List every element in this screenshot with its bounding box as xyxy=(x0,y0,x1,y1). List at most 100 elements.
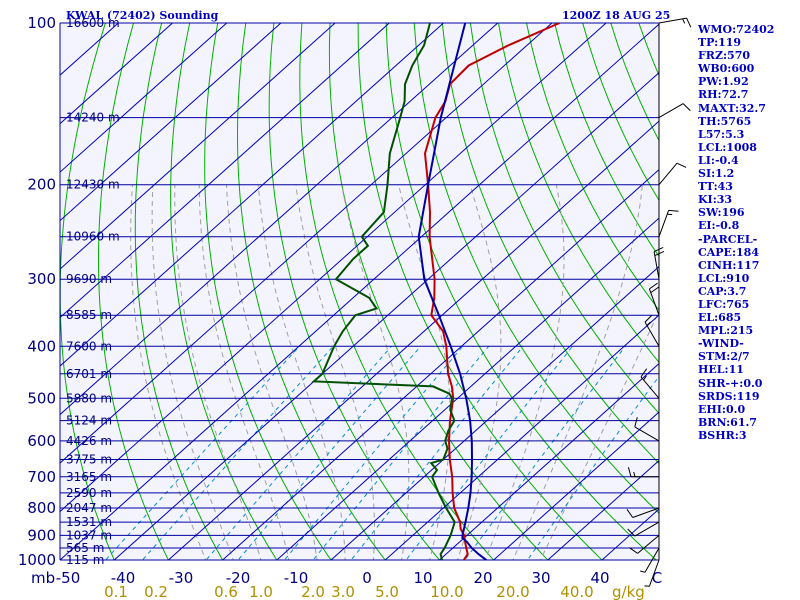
wind-barb-flag xyxy=(646,321,651,326)
mixing-ratio-label: 10.0 xyxy=(430,583,463,600)
pressure-tick-label: 300 xyxy=(27,270,56,288)
temperature-tick-label: 40 xyxy=(590,569,609,587)
moist-adiabat xyxy=(226,184,318,560)
index-item: BRN:61.7 xyxy=(698,415,757,429)
mixing-ratio-label: 0.6 xyxy=(214,583,238,600)
wind-barbs xyxy=(626,17,692,587)
temperature-tick-label: -10 xyxy=(284,569,309,587)
moist-adiabat xyxy=(174,184,262,560)
height-label: 3165 m xyxy=(66,470,112,484)
wind-barb-staff xyxy=(648,559,660,587)
wind-barb-staff xyxy=(634,521,660,537)
moist-adiabat xyxy=(398,184,451,560)
wind-barb-flag xyxy=(634,417,638,428)
wind-barb-flag xyxy=(640,570,646,573)
wind-barb-flag xyxy=(643,375,647,381)
mixing-ratio-line xyxy=(312,345,490,560)
wind-barb-staff xyxy=(644,321,660,347)
station-title: KWAL (72402) Sounding xyxy=(66,9,219,22)
index-item: PW:1.92 xyxy=(698,75,749,89)
wind-barb xyxy=(640,547,660,573)
index-item: LFC:765 xyxy=(698,297,750,311)
height-label: 7600 m xyxy=(66,339,112,353)
pressure-tick-label: 700 xyxy=(27,468,56,486)
wind-barb xyxy=(658,209,679,237)
sounding-traces xyxy=(311,23,560,560)
index-item: SW:196 xyxy=(698,206,745,220)
height-label: 16600 m xyxy=(66,16,120,30)
moist-adiabat xyxy=(484,184,565,560)
index-item: KI:33 xyxy=(698,193,733,207)
index-item: FRZ:570 xyxy=(698,49,751,63)
height-label: 2590 m xyxy=(66,486,112,500)
wind-barb-flag xyxy=(649,282,658,290)
wind-barb-flag xyxy=(650,286,660,294)
wind-barb xyxy=(627,521,660,537)
wind-barb xyxy=(626,507,660,518)
index-item: BSHR:3 xyxy=(698,428,747,442)
height-label: 3775 m xyxy=(66,453,112,467)
wind-barb-flag xyxy=(676,162,687,168)
mixing-ratio-line xyxy=(526,375,659,560)
moist-adiabat xyxy=(539,309,659,560)
pressure-unit-label: mb xyxy=(31,569,55,587)
mixing-ratio-label: 40.0 xyxy=(560,583,593,600)
temperature-tick-label: 30 xyxy=(531,569,550,587)
wind-barb-flag xyxy=(644,314,653,323)
isotherm-line xyxy=(60,23,228,173)
wind-barb-flag xyxy=(667,213,673,216)
index-item: L57:5.3 xyxy=(698,127,745,141)
pressure-tick-label: 800 xyxy=(27,499,56,517)
temperature-tick-label: C xyxy=(652,569,662,587)
height-label: 5124 m xyxy=(66,414,112,428)
mixing-ratio-label: 0.2 xyxy=(144,583,168,600)
height-label: 1531 m xyxy=(66,515,112,529)
wind-barb xyxy=(644,559,660,587)
wind-barb-flag xyxy=(682,103,691,111)
isotherm-line xyxy=(276,217,659,560)
wind-barb-staff xyxy=(644,547,660,573)
height-label: 2047 m xyxy=(66,501,112,515)
height-label: 14240 m xyxy=(66,111,120,125)
isotherm-line xyxy=(330,265,659,560)
wind-barb xyxy=(627,467,659,478)
index-item: EI:-0.8 xyxy=(698,219,740,233)
temperature-tick-label: 20 xyxy=(473,569,492,587)
index-item: RH:72.7 xyxy=(698,88,749,102)
temperature-tick-label: 10 xyxy=(413,569,432,587)
index-item: MAXT:32.7 xyxy=(698,101,766,115)
height-label: 1037 m xyxy=(66,528,112,542)
index-item: TP:119 xyxy=(698,36,742,50)
index-item: SHR-+:0.0 xyxy=(698,376,763,390)
mixing-ratio-line xyxy=(464,345,626,560)
temperature-tick-label: -20 xyxy=(226,569,251,587)
height-label: 12430 m xyxy=(66,178,120,192)
mixing-ratio-label: 0.1 xyxy=(104,583,128,600)
mixing-ratio-line xyxy=(105,345,300,560)
dewpoint-trace xyxy=(311,23,456,560)
pressure-tick-label: 600 xyxy=(27,432,56,450)
isotherm-line xyxy=(60,23,445,367)
index-item: CINH:117 xyxy=(698,258,760,272)
index-item: -PARCEL- xyxy=(698,232,758,246)
temperature-tick-label: -30 xyxy=(169,569,194,587)
index-item: SI:1.2 xyxy=(698,167,735,181)
wind-barb-staff xyxy=(658,210,670,237)
pressure-tick-label: 1000 xyxy=(18,551,56,569)
moist-adiabat xyxy=(257,184,346,560)
wind-barb xyxy=(629,535,660,554)
wind-barb-flag xyxy=(627,528,636,537)
mixing-ratio-unit: g/kg xyxy=(612,583,645,600)
index-item: CAP:3.7 xyxy=(698,284,747,298)
moist-adiabat xyxy=(130,184,207,560)
pressure-tick-label: 400 xyxy=(27,337,56,355)
index-item: TT:43 xyxy=(698,180,733,194)
height-label: 115 m xyxy=(66,553,104,567)
isotherm-line xyxy=(492,411,659,560)
height-label: 5880 m xyxy=(66,391,112,405)
pressure-tick-label: 900 xyxy=(27,526,56,544)
wind-barb-flag xyxy=(682,18,686,24)
sounding-time: 1200Z 18 AUG 25 xyxy=(562,9,671,22)
index-item: -WIND- xyxy=(698,337,744,351)
